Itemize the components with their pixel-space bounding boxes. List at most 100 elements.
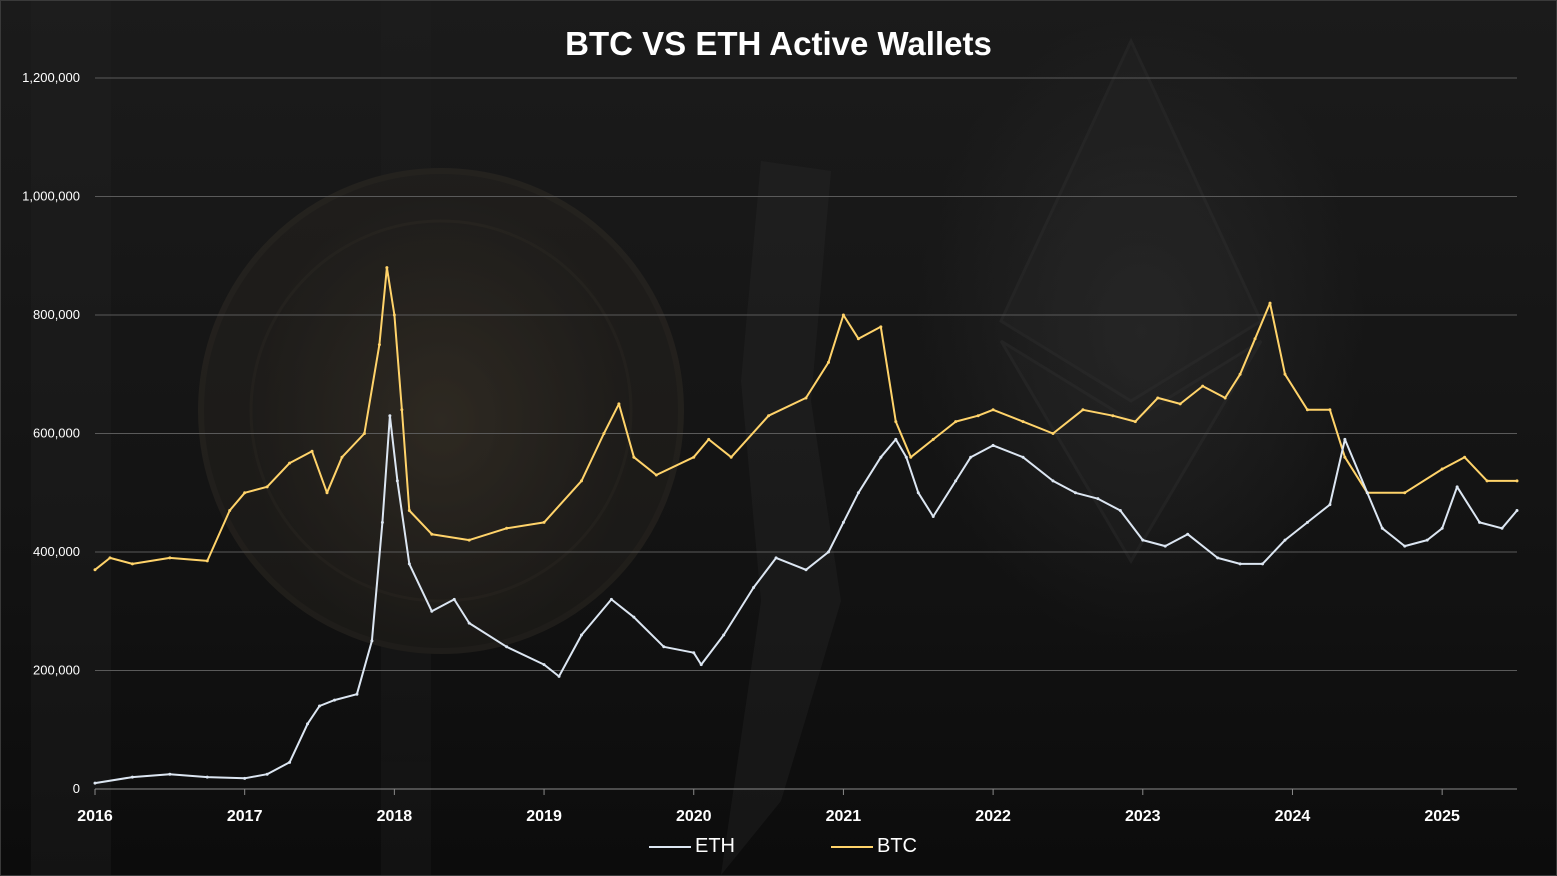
data-point-eth: [407, 562, 411, 566]
data-point-btc: [1328, 408, 1332, 412]
bitcoin-coin-icon: [198, 168, 684, 654]
data-point-btc: [1463, 455, 1467, 459]
data-point-eth: [467, 621, 471, 625]
data-point-btc: [325, 491, 329, 495]
data-point-eth: [318, 704, 322, 708]
data-point-btc: [377, 343, 381, 347]
data-point-eth: [1163, 544, 1167, 548]
data-point-btc: [931, 437, 935, 441]
data-point-btc: [654, 473, 658, 477]
x-tick-label: 2025: [1424, 808, 1460, 825]
data-point-btc: [632, 455, 636, 459]
x-tick-label: 2022: [975, 808, 1011, 825]
data-point-eth: [93, 781, 97, 785]
data-point-eth: [380, 520, 384, 524]
data-point-eth: [804, 568, 808, 572]
data-point-eth: [632, 615, 636, 619]
x-tick-label: 2021: [826, 808, 862, 825]
data-point-btc: [1156, 396, 1160, 400]
data-point-btc: [1178, 402, 1182, 406]
data-point-eth: [904, 455, 908, 459]
data-point-btc: [400, 408, 404, 412]
data-point-btc: [1051, 432, 1055, 435]
data-point-btc: [385, 266, 389, 270]
data-point-btc: [340, 455, 344, 459]
data-point-btc: [579, 479, 583, 483]
data-point-btc: [826, 360, 830, 364]
data-point-eth: [1425, 538, 1429, 542]
data-point-eth: [1216, 556, 1220, 560]
data-point-btc: [767, 414, 771, 418]
legend-swatch-btc: [831, 845, 873, 848]
y-tick-label: 1,000,000: [22, 189, 80, 204]
data-point-eth: [1073, 491, 1077, 495]
data-point-btc: [692, 455, 696, 459]
data-point-eth: [1380, 526, 1384, 530]
data-point-eth: [774, 556, 778, 560]
data-point-btc: [991, 408, 995, 412]
data-point-eth: [388, 414, 392, 418]
data-point-btc: [130, 562, 134, 566]
data-point-btc: [1081, 408, 1085, 412]
x-tick-label: 2023: [1125, 808, 1161, 825]
data-point-eth: [1051, 479, 1055, 483]
data-point-btc: [1485, 479, 1489, 483]
data-point-btc: [505, 526, 509, 530]
data-point-eth: [452, 597, 456, 601]
data-point-btc: [265, 485, 269, 489]
data-point-btc: [1305, 408, 1309, 412]
data-point-eth: [168, 772, 172, 776]
data-point-btc: [1268, 301, 1272, 305]
data-point-btc: [1111, 414, 1115, 418]
data-point-eth: [954, 479, 958, 483]
paper-tear-decoration: [721, 161, 841, 875]
data-point-btc: [1238, 372, 1242, 376]
data-point-eth: [662, 645, 666, 649]
data-point-eth: [332, 698, 336, 702]
legend-item-eth: ETH: [649, 835, 735, 858]
data-point-btc: [407, 509, 411, 513]
data-point-eth: [355, 692, 359, 696]
data-point-btc: [1133, 420, 1137, 424]
data-point-eth: [1365, 491, 1369, 495]
chart-title: BTC VS ETH Active Wallets: [565, 25, 992, 62]
data-point-eth: [856, 491, 860, 495]
data-point-btc: [467, 538, 471, 542]
data-point-eth: [205, 775, 209, 779]
data-point-btc: [602, 432, 606, 435]
data-point-eth: [1343, 437, 1347, 441]
y-tick-label: 200,000: [33, 663, 80, 678]
legend-swatch-eth: [649, 845, 691, 848]
data-point-btc: [1440, 467, 1444, 471]
data-point-eth: [609, 597, 613, 601]
data-point-btc: [1253, 337, 1257, 341]
data-point-eth: [430, 609, 434, 613]
data-point-btc: [228, 509, 232, 513]
data-point-eth: [1440, 526, 1444, 530]
x-tick-label: 2018: [377, 808, 413, 825]
data-point-eth: [1283, 538, 1287, 542]
data-point-eth: [265, 772, 269, 776]
x-tick-label: 2016: [77, 808, 113, 825]
data-point-eth: [931, 514, 935, 518]
data-point-eth: [1238, 562, 1242, 566]
data-point-btc: [976, 414, 980, 418]
x-tick-label: 2024: [1275, 808, 1311, 825]
data-point-eth: [722, 633, 726, 637]
data-point-eth: [841, 520, 845, 524]
y-tick-label: 0: [73, 781, 80, 796]
data-point-eth: [1186, 532, 1190, 536]
ethereum-logo-icon: [999, 37, 1263, 403]
data-point-btc: [954, 420, 958, 424]
x-tick-label: 2017: [227, 808, 263, 825]
data-point-eth: [1021, 455, 1025, 459]
legend-item-btc: BTC: [831, 835, 917, 858]
data-point-btc: [707, 437, 711, 441]
legend-label-eth: ETH: [695, 835, 735, 857]
data-point-eth: [1500, 526, 1504, 530]
data-point-eth: [1478, 520, 1482, 524]
data-point-eth: [1118, 509, 1122, 513]
data-point-eth: [1515, 509, 1519, 513]
